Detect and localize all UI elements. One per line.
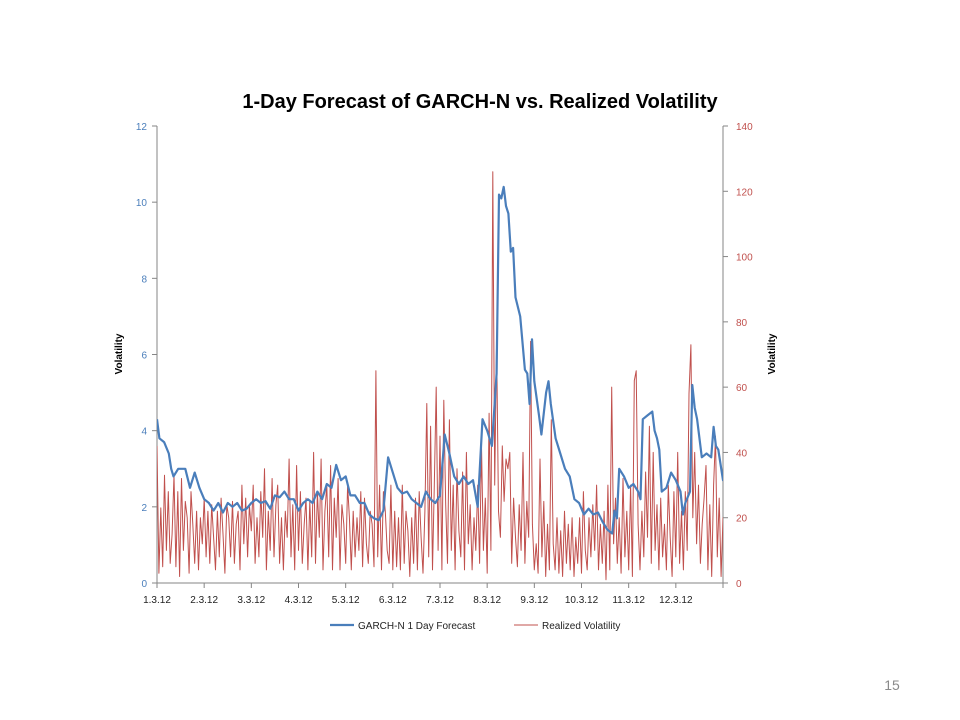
- series-line-garch-forecast: [157, 185, 723, 535]
- x-tick-label: 2.3.12: [190, 595, 218, 606]
- legend: GARCH-N 1 Day Forecast Realized Volatili…: [330, 621, 620, 632]
- x-tick-label: 3.3.12: [237, 595, 265, 606]
- left-tick-label: 10: [136, 198, 148, 209]
- right-tick-label: 100: [736, 253, 753, 264]
- left-tick-label: 0: [141, 579, 147, 590]
- left-tick-label: 8: [141, 274, 147, 285]
- left-axis-label-group: Volatility: [114, 333, 125, 374]
- x-tick-label: 8.3.12: [473, 595, 501, 606]
- legend-label-realized: Realized Volatility: [542, 621, 620, 632]
- chart-title: 1-Day Forecast of GARCH-N vs. Realized V…: [242, 91, 718, 113]
- left-tick-label: 2: [141, 503, 147, 514]
- plot-area: [157, 171, 723, 581]
- x-tick-label: 4.3.12: [285, 595, 313, 606]
- right-tick-label: 140: [736, 122, 753, 133]
- x-tick-label: 12.3.12: [659, 595, 693, 606]
- x-tick-label: 11.3.12: [612, 595, 645, 606]
- right-axis-label: Volatility: [767, 333, 778, 374]
- right-tick-label: 40: [736, 448, 748, 459]
- x-tick-label: 7.3.12: [426, 595, 454, 606]
- x-tick-label: 1.3.12: [143, 595, 171, 606]
- right-tick-label: 0: [736, 579, 742, 590]
- right-tick-label: 120: [736, 187, 753, 198]
- right-tick-label: 80: [736, 318, 748, 329]
- x-tick-label: 5.3.12: [332, 595, 360, 606]
- series-line-realized-volatility: [157, 171, 723, 581]
- left-tick-label: 6: [141, 351, 147, 362]
- x-tick-label: 6.3.12: [379, 595, 407, 606]
- left-axis-label: Volatility: [114, 333, 125, 374]
- x-tick-label: 10.3.12: [565, 595, 599, 606]
- page-number: 15: [884, 677, 900, 693]
- right-tick-label: 20: [736, 514, 748, 525]
- legend-label-forecast: GARCH-N 1 Day Forecast: [358, 621, 475, 632]
- right-tick-label: 60: [736, 383, 748, 394]
- left-tick-label: 4: [141, 427, 147, 438]
- right-axis-label-group: Volatility: [767, 333, 778, 374]
- left-tick-label: 12: [136, 122, 148, 133]
- x-tick-label: 9.3.12: [520, 595, 548, 606]
